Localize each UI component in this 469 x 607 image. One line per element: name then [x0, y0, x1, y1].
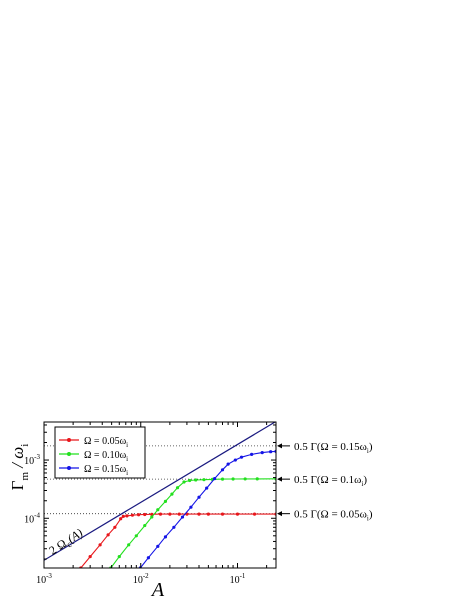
series-point-1 — [106, 533, 110, 537]
series-point-3 — [180, 515, 185, 519]
plot-frame — [43, 421, 277, 569]
series-point-3 — [213, 477, 217, 481]
series-point-3 — [220, 468, 225, 472]
series-point-1 — [220, 512, 225, 516]
series-point-1 — [113, 525, 117, 529]
series-point-2 — [188, 478, 192, 483]
series-point-2 — [220, 477, 225, 481]
reference-line-sub: c — [65, 539, 74, 550]
x-axis-label: A — [150, 579, 165, 601]
y-label-gamma: Γ — [8, 480, 27, 490]
y-label-sub-m: m — [19, 472, 31, 481]
series-point-2 — [163, 499, 168, 503]
series-layer — [44, 422, 276, 568]
legend-label-3: Ω = 0.15ωi — [84, 464, 128, 477]
legend-swatch-marker-3 — [67, 466, 71, 470]
series-point-1 — [143, 512, 147, 517]
series-point-2 — [127, 543, 131, 547]
reference-line-prefix: 2 Ω — [46, 536, 69, 558]
series-point-3 — [226, 462, 230, 466]
series-line-1 — [80, 513, 276, 568]
series-point-1 — [252, 512, 257, 516]
y-label-omega: / ω — [8, 447, 27, 472]
series-point-2 — [117, 554, 121, 559]
series-line-2 — [110, 478, 276, 568]
series-point-1 — [235, 512, 240, 516]
svg-text:Γm / ωi: Γm / ωi — [8, 444, 31, 491]
series-point-2 — [170, 492, 174, 496]
plateau-annotations: 0.5 Γ(Ω = 0.15ωi) 0.5 Γ(Ω = 0.1ωi) 0.5 Γ(Ω… — [277, 441, 373, 523]
x-tick-label: 10-1 — [230, 572, 246, 586]
x-tick-label: 10-2 — [133, 572, 149, 586]
series-point-3 — [260, 451, 264, 455]
series-point-1 — [197, 512, 201, 516]
series-point-2 — [143, 523, 147, 528]
y-tick-label: 10-4 — [24, 511, 40, 525]
series-point-3 — [239, 455, 244, 459]
series-point-2 — [194, 478, 198, 482]
annotation-label-1: 0.5 Γ(Ω = 0.15ωi) — [294, 441, 373, 455]
series-point-3 — [172, 525, 176, 529]
series-line-3 — [139, 450, 276, 568]
series-point-1 — [121, 514, 125, 518]
annotation-label-3: 0.5 Γ(Ω = 0.05ωi) — [294, 509, 373, 523]
series-point-3 — [269, 450, 273, 454]
annotation-arrowhead-1 — [277, 443, 282, 449]
series-point-1 — [168, 512, 172, 516]
series-point-2 — [134, 534, 138, 538]
series-point-1 — [136, 513, 141, 517]
series-point-2 — [156, 508, 160, 512]
series-point-1 — [150, 512, 154, 516]
series-point-1 — [125, 514, 129, 518]
legend-label-2: Ω = 0.10ωi — [84, 450, 128, 463]
series-point-2 — [182, 480, 186, 484]
series-point-1 — [177, 512, 181, 516]
x-tick-label: 10-3 — [36, 572, 52, 586]
series-point-1 — [88, 554, 92, 559]
series-point-1 — [206, 512, 210, 516]
series-point-2 — [202, 478, 206, 482]
series-point-3 — [163, 535, 168, 539]
series-point-3 — [250, 452, 254, 456]
legend-label-1: Ω = 0.05ωi — [84, 436, 128, 449]
legend-swatch-marker-2 — [67, 452, 71, 456]
series-point-2 — [175, 486, 180, 490]
series-point-1 — [119, 517, 123, 521]
series-point-3 — [146, 556, 151, 560]
series-point-3 — [233, 458, 237, 462]
series-point-2 — [255, 477, 259, 481]
series-point-3 — [205, 486, 209, 490]
series-point-1 — [98, 543, 102, 547]
series-point-3 — [189, 505, 193, 509]
annotation-label-2: 0.5 Γ(Ω = 0.1ωi) — [294, 474, 367, 488]
reference-line — [44, 422, 276, 561]
series-point-1 — [130, 513, 135, 517]
legend-swatch-marker-1 — [67, 438, 71, 442]
series-point-2 — [150, 515, 154, 519]
reference-line-label: 2 Ωc(A) — [46, 526, 86, 560]
series-point-2 — [243, 477, 247, 481]
axis-ticks: 10-3 10-2 10-1 10-4 10-3 — [24, 422, 276, 586]
series-point-3 — [197, 495, 201, 499]
annotation-arrowhead-2 — [277, 476, 282, 482]
series-point-2 — [231, 477, 235, 481]
series-point-3 — [156, 544, 160, 548]
series-point-1 — [158, 512, 163, 516]
annotation-arrowhead-3 — [277, 511, 282, 517]
y-axis-label: Γm / ωi — [8, 444, 31, 491]
y-tick-label: 10-3 — [24, 453, 40, 467]
y-label-sub-i: i — [19, 444, 31, 447]
